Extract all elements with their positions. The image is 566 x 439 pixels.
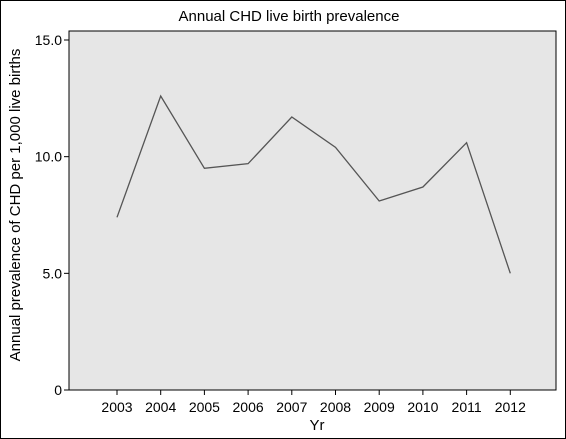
- x-axis-ticks: 2003 2004 2005 2006 2007 2008 2009 2010 2011 2012: [101, 390, 526, 415]
- x-tick-label: 2004: [145, 399, 176, 415]
- y-axis-ticks: 0 5.0 10.0 15.0: [35, 32, 69, 398]
- y-tick-label: 5.0: [43, 265, 63, 281]
- x-tick-label: 2010: [407, 399, 438, 415]
- series-layer: [116, 94, 511, 274]
- y-tick-label: 10.0: [35, 149, 62, 165]
- x-tick-label: 2011: [452, 399, 482, 415]
- x-tick-label: 2012: [495, 399, 526, 415]
- y-tick-label: 0: [54, 382, 62, 398]
- x-tick-label: 2009: [364, 399, 395, 415]
- x-axis-label: Yr: [310, 417, 325, 434]
- x-tick-label: 2007: [276, 399, 307, 415]
- plot-area: [68, 30, 557, 391]
- y-tick-label: 15.0: [35, 32, 62, 48]
- x-tick-label: 2003: [101, 399, 132, 415]
- x-tick-label: 2008: [320, 399, 351, 415]
- chart-title: Annual CHD live birth prevalence: [179, 8, 400, 25]
- x-tick-label: 2005: [189, 399, 220, 415]
- series-line: [116, 94, 511, 274]
- y-axis-label: Annual prevalence of CHD per 1,000 live …: [7, 49, 24, 362]
- x-tick-label: 2006: [233, 399, 264, 415]
